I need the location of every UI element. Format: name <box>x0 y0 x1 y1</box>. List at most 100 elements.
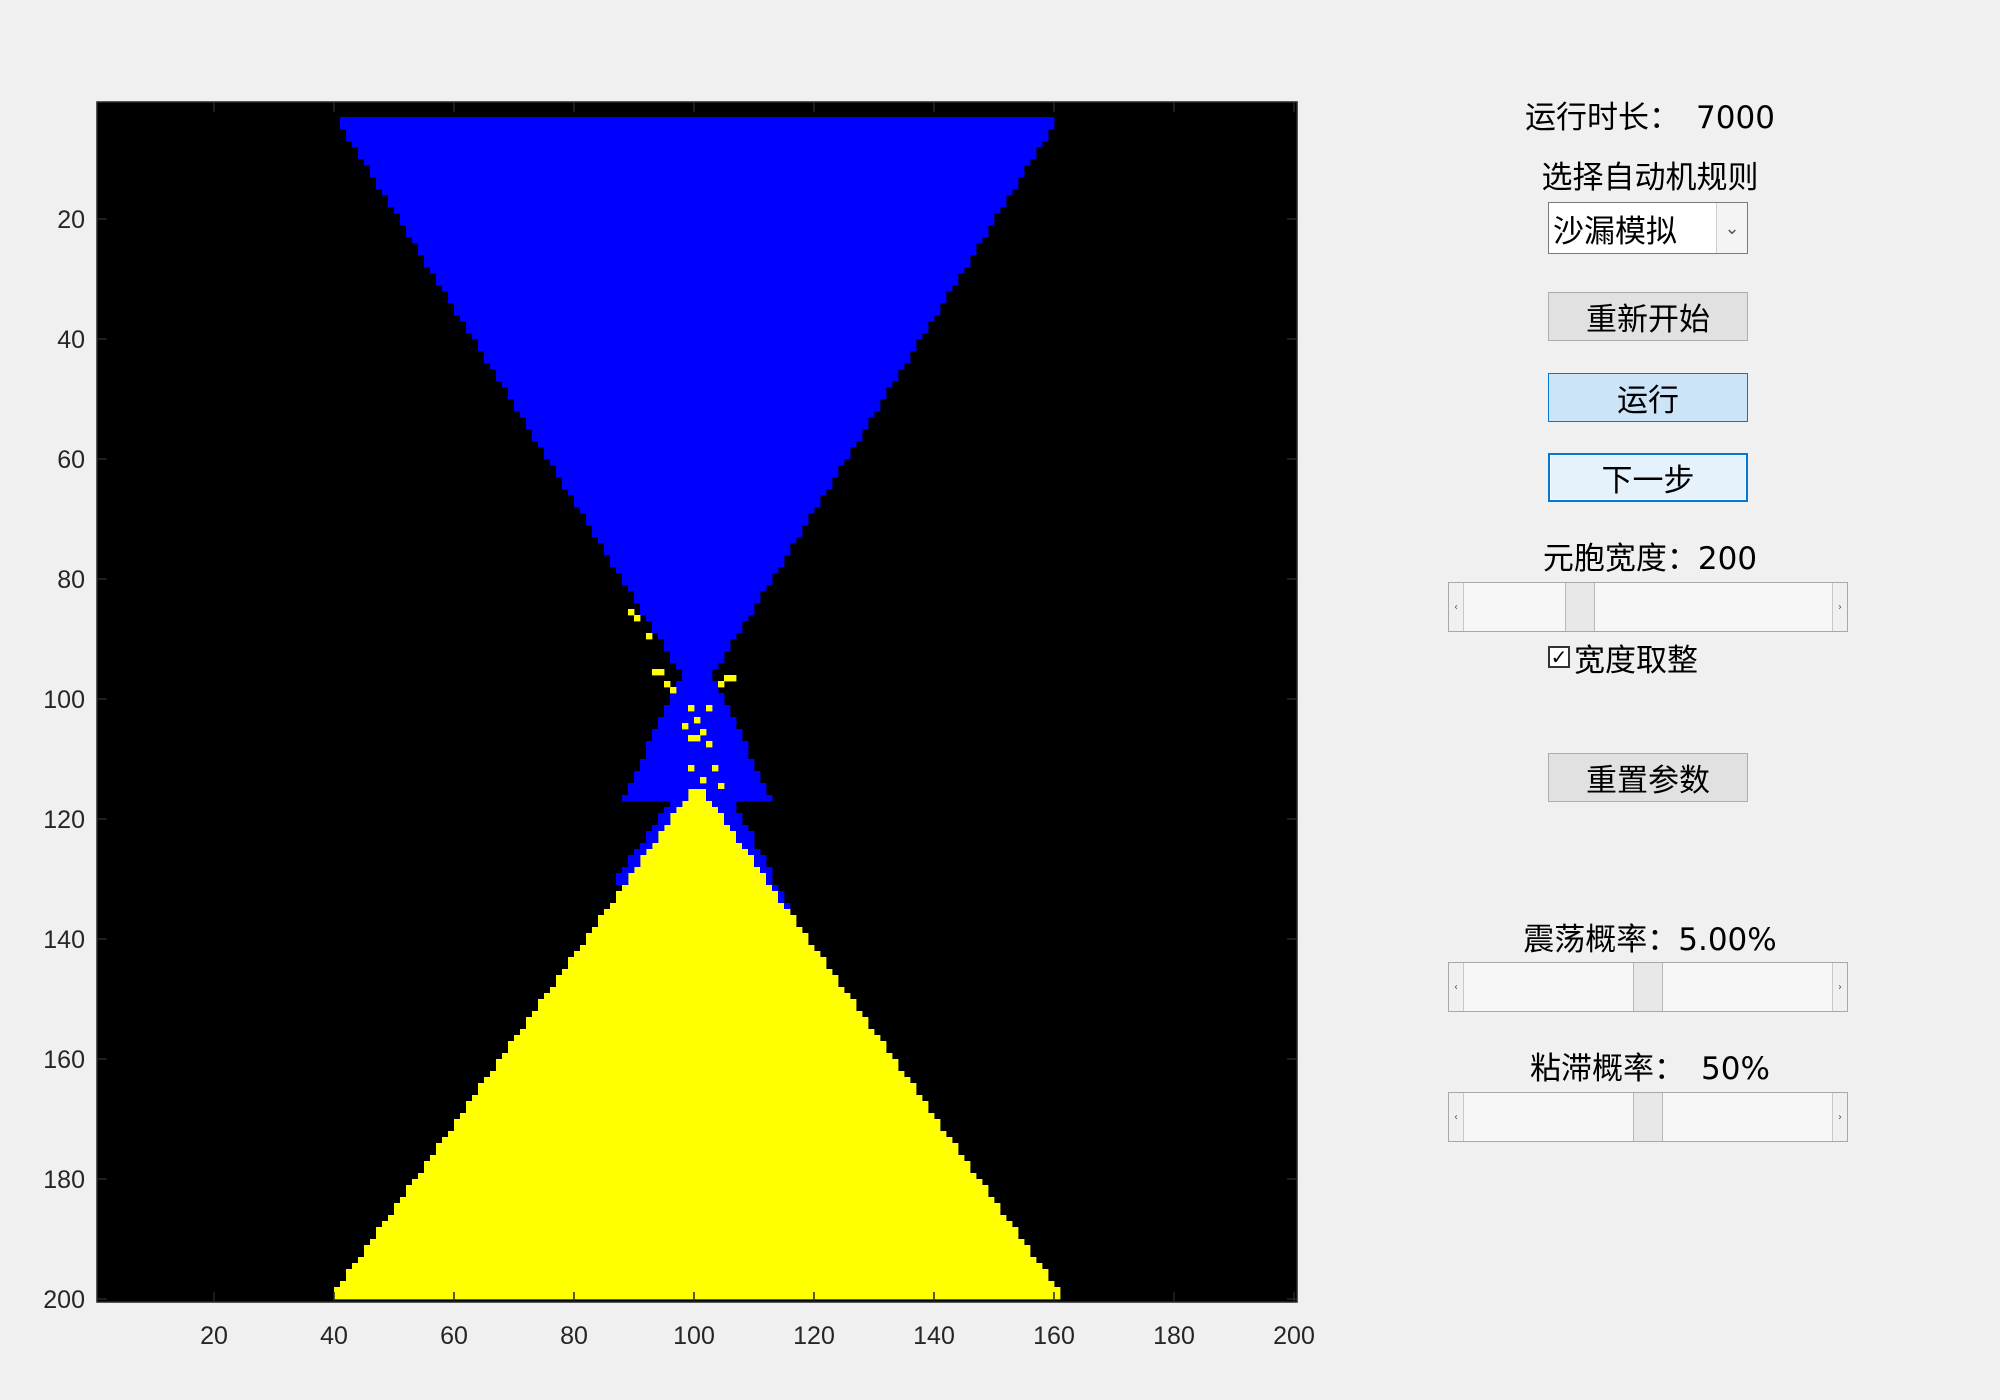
lower-sand-row <box>556 975 839 982</box>
lower-sand-row <box>382 1221 1013 1228</box>
sand-grain <box>664 681 671 688</box>
lower-sand-row <box>358 1257 1037 1264</box>
lower-sand-rim <box>616 879 629 886</box>
lower-sand-row <box>478 1083 917 1090</box>
lower-sand-row <box>628 873 767 880</box>
run-button[interactable]: 运行 <box>1548 373 1748 422</box>
lower-sand-row <box>568 957 827 964</box>
lower-sand-row <box>556 981 839 988</box>
shake-slider[interactable]: ‹ › <box>1448 962 1848 1012</box>
sand-grain <box>700 777 707 784</box>
lower-sand-row <box>688 795 707 802</box>
round-width-checkbox[interactable]: ✓ 宽度取整 <box>1548 637 1788 679</box>
cell-width-slider[interactable]: ‹ › <box>1448 582 1848 632</box>
next-step-button[interactable]: 下一步 <box>1548 453 1748 502</box>
lower-sand-rim <box>754 861 767 868</box>
upper-sand-row <box>466 327 929 334</box>
upper-sand-row <box>514 405 881 412</box>
y-tick-label: 100 <box>43 686 85 714</box>
lower-sand-row <box>466 1107 929 1114</box>
restart-button[interactable]: 重新开始 <box>1548 292 1748 341</box>
y-tick-label: 200 <box>43 1286 85 1314</box>
lower-sand-rim <box>646 831 659 838</box>
lower-sand-row <box>346 1275 1049 1282</box>
lower-sand-rim <box>706 795 731 802</box>
upper-sand-row <box>376 183 1019 190</box>
lower-sand-rim <box>724 819 743 826</box>
lower-sand-row <box>628 879 767 886</box>
sand-grain <box>694 717 701 724</box>
slider-left-arrow-icon[interactable]: ‹ <box>1449 583 1464 631</box>
upper-sand-row <box>484 357 911 364</box>
upper-sand-row <box>436 273 959 280</box>
lower-sand-rim <box>634 849 647 856</box>
sticky-slider[interactable]: ‹ › <box>1448 1092 1848 1142</box>
upper-sand-row <box>430 267 965 274</box>
neck-sand-row <box>664 711 731 718</box>
neck-sand-row <box>652 729 743 736</box>
y-tick-label: 180 <box>43 1166 85 1194</box>
lower-sand-row <box>364 1251 1031 1258</box>
x-tick-label: 140 <box>913 1322 955 1350</box>
lower-sand-row <box>388 1215 1007 1222</box>
y-tick-label: 140 <box>43 926 85 954</box>
upper-sand-row <box>358 153 1037 160</box>
slider-left-arrow-icon[interactable]: ‹ <box>1449 1093 1464 1141</box>
slider-right-arrow-icon[interactable]: › <box>1832 1093 1847 1141</box>
slider-thumb[interactable] <box>1633 963 1663 1011</box>
lower-sand-rim <box>784 903 791 910</box>
upper-sand-row <box>532 429 863 436</box>
chevron-down-icon[interactable]: ⌄ <box>1716 203 1747 253</box>
cell-width-label: 元胞宽度： <box>1542 541 1698 577</box>
slider-thumb[interactable] <box>1565 583 1595 631</box>
upper-sand-row <box>622 579 773 586</box>
upper-sand-row <box>436 279 959 286</box>
reset-params-button[interactable]: 重置参数 <box>1548 753 1748 802</box>
upper-sand-row <box>508 387 887 394</box>
lower-sand-row <box>526 1023 869 1030</box>
lower-sand-rim <box>778 891 785 898</box>
x-tick-label: 200 <box>1273 1322 1315 1350</box>
lower-sand-row <box>502 1053 893 1060</box>
upper-sand-row <box>358 147 1037 154</box>
lower-sand-row <box>406 1185 989 1192</box>
upper-sand-row <box>658 633 737 640</box>
lower-sand-row <box>448 1131 947 1138</box>
hourglass-plot: 20 40 60 80 100 120 140 160 180 200 20 40 60 80 100 12… <box>43 101 1315 1350</box>
lower-sand-row <box>598 921 797 928</box>
lower-sand-row <box>640 855 755 862</box>
x-tick-label: 20 <box>200 1322 228 1350</box>
shake-value: 5.00% <box>1678 922 1777 958</box>
lower-sand-row <box>520 1029 875 1036</box>
neck-sand-row <box>670 699 725 706</box>
slider-right-arrow-icon[interactable]: › <box>1832 583 1847 631</box>
lower-sand-row <box>514 1035 881 1042</box>
slider-right-arrow-icon[interactable]: › <box>1832 963 1847 1011</box>
upper-sand-row <box>400 219 995 226</box>
x-tick-label: 160 <box>1033 1322 1075 1350</box>
lower-sand-row <box>658 837 737 844</box>
upper-sand-row <box>418 243 977 250</box>
upper-sand-row <box>634 597 761 604</box>
lower-sand-row <box>580 945 815 952</box>
lower-sand-row <box>640 861 755 868</box>
upper-sand-row <box>556 471 839 478</box>
upper-sand-row <box>670 651 725 658</box>
y-tick-label: 80 <box>57 566 85 594</box>
lower-sand-rim <box>730 825 749 832</box>
y-tick-label: 160 <box>43 1046 85 1074</box>
upper-sand-row <box>454 303 941 310</box>
neck-sand-row <box>646 747 749 754</box>
sand-grain <box>634 615 641 622</box>
slider-left-arrow-icon[interactable]: ‹ <box>1449 963 1464 1011</box>
lower-sand-row <box>616 891 779 898</box>
upper-sand-row <box>424 255 971 262</box>
lower-sand-row <box>376 1227 1019 1234</box>
lower-sand-row <box>334 1287 1061 1294</box>
lower-sand-rim <box>724 813 743 820</box>
checkbox-check-icon[interactable]: ✓ <box>1548 646 1570 668</box>
slider-thumb[interactable] <box>1633 1093 1663 1141</box>
sticky-label: 粘滞概率： <box>1530 1051 1686 1087</box>
upper-sand-row <box>670 657 725 664</box>
rule-dropdown[interactable]: 沙漏模拟 ⌄ <box>1548 202 1748 254</box>
